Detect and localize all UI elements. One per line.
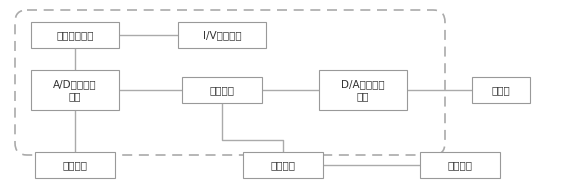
Text: I/V转换电路: I/V转换电路 (203, 30, 241, 40)
FancyBboxPatch shape (31, 70, 119, 110)
FancyBboxPatch shape (472, 77, 530, 103)
Text: 滤波放大电路: 滤波放大电路 (56, 30, 94, 40)
FancyBboxPatch shape (319, 70, 407, 110)
FancyBboxPatch shape (243, 152, 323, 178)
FancyBboxPatch shape (420, 152, 500, 178)
Text: 微处理器: 微处理器 (209, 85, 234, 95)
FancyBboxPatch shape (35, 152, 115, 178)
Text: 电源模块: 电源模块 (62, 160, 88, 170)
Text: 无线模块: 无线模块 (271, 160, 295, 170)
Text: A/D模数转换
电路: A/D模数转换 电路 (53, 79, 97, 101)
FancyBboxPatch shape (31, 22, 119, 48)
FancyBboxPatch shape (178, 22, 266, 48)
FancyBboxPatch shape (182, 77, 262, 103)
Text: 传感器: 传感器 (492, 85, 511, 95)
Text: 智能手机: 智能手机 (448, 160, 473, 170)
Text: D/A数模转换
电路: D/A数模转换 电路 (341, 79, 385, 101)
